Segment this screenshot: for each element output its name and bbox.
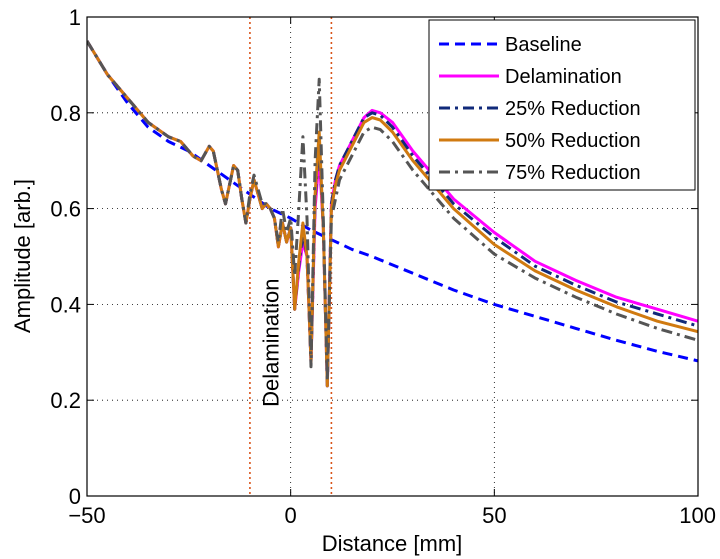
x-tick-label: −50	[68, 503, 105, 528]
legend-label: Baseline	[505, 34, 582, 56]
x-tick-label: 100	[679, 503, 716, 528]
series-line-50-reduction	[87, 40, 698, 388]
x-tick-label: 0	[285, 503, 297, 528]
legend: Baseline Delamination 25% Reduction 50% Red…	[428, 19, 696, 191]
legend-label: 25% Reduction	[505, 98, 641, 120]
legend-box	[428, 19, 696, 191]
y-tick-label: 1	[69, 5, 81, 30]
x-tick-label: 50	[482, 503, 506, 528]
y-tick-labels: 0 0.2 0.4 0.6 0.8 1	[50, 5, 81, 509]
y-axis-label: Amplitude [arb.]	[10, 179, 35, 333]
y-tick-label: 0.4	[50, 292, 81, 317]
y-tick-label: 0.2	[50, 388, 81, 413]
series-line-75-reduction	[87, 40, 698, 383]
series-lines	[87, 40, 698, 388]
grid-lines	[87, 17, 698, 496]
delamination-annotation: Delamination	[258, 278, 283, 406]
y-tick-label: 0.6	[50, 197, 81, 222]
axis-ticks	[86, 16, 699, 497]
y-tick-label: 0	[69, 484, 81, 509]
legend-label: Delamination	[505, 66, 622, 88]
plot-frame	[86, 16, 699, 497]
series-line-baseline	[87, 40, 698, 363]
legend-label: 75% Reduction	[505, 162, 641, 184]
x-axis-label: Distance [mm]	[322, 531, 463, 556]
legend-label: 50% Reduction	[505, 130, 641, 152]
y-tick-label: 0.8	[50, 101, 81, 126]
x-tick-labels: −50 0 50 100	[68, 503, 716, 528]
